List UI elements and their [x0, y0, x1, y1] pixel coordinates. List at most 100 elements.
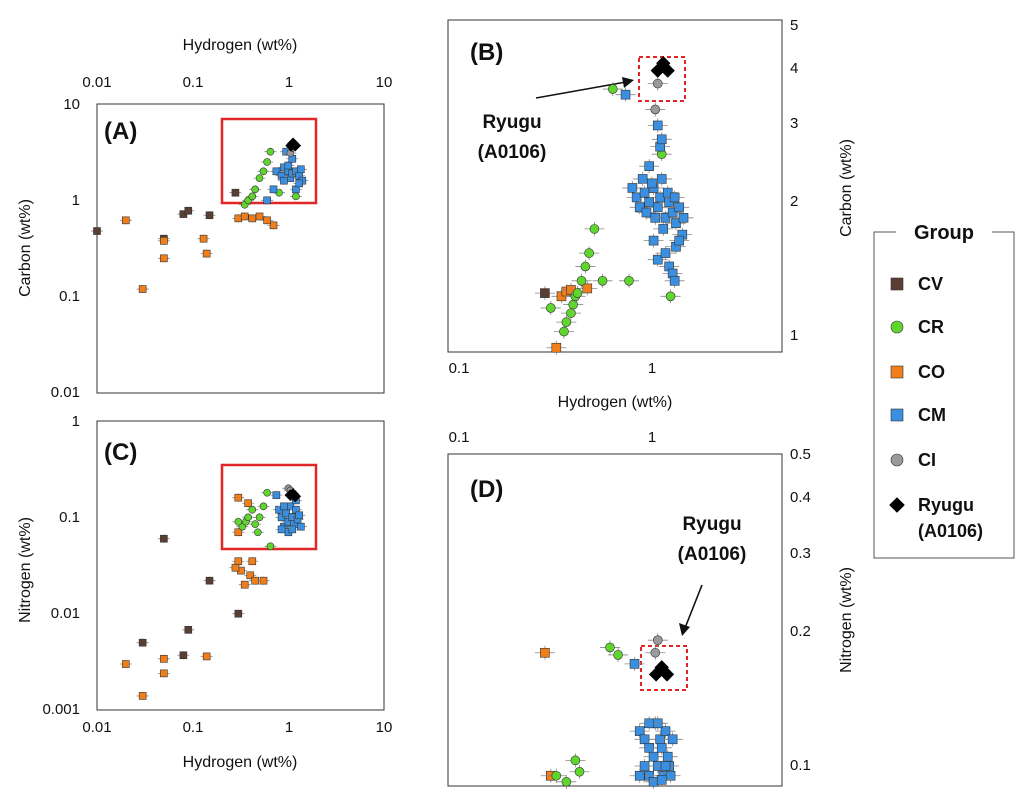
point-b-cm-14 — [660, 213, 671, 223]
ryugu-annotation-d: Ryugu — [682, 514, 741, 535]
y-tick-b-4: 5 — [790, 17, 798, 34]
point-b-cm-0 — [620, 89, 631, 100]
x-tick-a-2: 1 — [285, 74, 293, 91]
legend-label-ci: CI — [918, 450, 936, 470]
point-b-cm-7 — [644, 197, 655, 208]
panel-label-d: (D) — [470, 476, 503, 503]
point-a-co-8 — [248, 214, 257, 223]
y-tick-c-2: 0.1 — [59, 509, 80, 526]
point-c-cm-11 — [295, 511, 304, 520]
point-b-cm-4 — [637, 174, 648, 184]
y-tick-d-4: 0.5 — [790, 446, 811, 463]
point-d-ci-1 — [650, 647, 661, 658]
point-a-cm-14 — [280, 176, 288, 185]
point-c-cr-2 — [244, 513, 252, 522]
point-a-cr-7 — [266, 147, 275, 156]
point-a-co-10 — [269, 221, 278, 230]
point-c-co-2 — [160, 655, 168, 663]
point-d-cm-11 — [662, 751, 673, 762]
point-d-cm-15 — [639, 761, 650, 771]
point-b-cm-3 — [634, 202, 645, 213]
point-d-cm-0 — [629, 659, 640, 669]
point-d-cr-0 — [551, 770, 562, 781]
point-c-cr-4 — [251, 520, 259, 528]
legend-marker-ryugu — [889, 497, 905, 513]
legend-label-cv: CV — [918, 274, 943, 294]
legend-title: Group — [914, 222, 974, 244]
panel-label-b: (B) — [470, 39, 503, 66]
point-a-co-7 — [240, 212, 249, 221]
y-tick-b-1: 2 — [790, 193, 798, 210]
point-a-cm-9 — [284, 161, 293, 170]
point-b-cr-10 — [589, 224, 600, 234]
point-d-cr-4 — [605, 642, 615, 653]
point-b-cm-1 — [627, 183, 638, 193]
point-c-cm-0 — [272, 491, 281, 499]
point-b-cv-0 — [540, 288, 550, 298]
point-c-cm-15 — [288, 525, 297, 534]
point-b-cm-10 — [652, 202, 663, 213]
x-tick-a-0: 0.01 — [82, 74, 111, 91]
point-c-ryugu-2 — [289, 490, 302, 503]
points-b — [534, 56, 694, 355]
y-tick-d-2: 0.3 — [790, 545, 811, 562]
plot-frame-a — [96, 103, 385, 394]
legend: Group CV CR CO CM CI Ryugu (A0106) — [873, 218, 1015, 559]
y-tick-b-3: 4 — [790, 60, 798, 77]
point-d-ryugu-2 — [659, 667, 675, 682]
point-c-cv-3 — [184, 626, 193, 634]
point-c-co-0 — [121, 660, 130, 668]
point-a-co-6 — [234, 214, 243, 223]
x-axis-label-b: Hydrogen (wt%) — [558, 394, 673, 411]
point-c-cm-13 — [280, 502, 288, 511]
point-b-cr-4 — [568, 299, 578, 310]
y-tick-c-3: 1 — [72, 413, 80, 430]
point-a-cr-3 — [251, 185, 259, 194]
legend-marker-ci — [890, 453, 904, 467]
point-a-cm-0 — [272, 167, 281, 176]
point-b-cm-6 — [641, 207, 652, 218]
x-axis-label-a: Hydrogen (wt%) — [183, 37, 298, 54]
point-c-co-13 — [234, 528, 243, 537]
point-b-co-0 — [551, 342, 562, 353]
point-b-cm-18 — [669, 192, 680, 203]
point-d-cm-4 — [648, 751, 659, 762]
point-b-cm-20 — [674, 202, 685, 213]
y-tick-a-3: 10 — [63, 96, 80, 113]
point-a-co-5 — [202, 249, 211, 258]
point-a-cv-3 — [184, 206, 193, 215]
points-d — [534, 633, 683, 789]
point-d-cr-1 — [561, 777, 572, 787]
point-d-cm-21 — [644, 718, 655, 729]
y-axis-label-b: Carbon (wt%) — [838, 139, 855, 237]
point-b-ryugu-2 — [660, 63, 675, 78]
panel-label-c: (C) — [104, 439, 137, 466]
x-tick-c-0: 0.01 — [82, 719, 111, 736]
ryugu-annotation-b: Ryugu — [482, 112, 541, 133]
y-tick-d-0: 0.1 — [790, 757, 811, 774]
y-tick-b-2: 3 — [790, 115, 798, 132]
point-c-cr-10 — [254, 528, 262, 537]
point-b-cr-3 — [566, 308, 576, 318]
points-a — [91, 137, 309, 294]
point-b-cr-6 — [572, 288, 583, 298]
legend-label-ryugu: Ryugu — [918, 495, 974, 515]
legend-items: CV CR CO CM CI Ryugu (A0106) — [889, 274, 983, 541]
panel-a: (A) Hydrogen (wt%) Carbon (wt%) 0.01 0.1… — [17, 37, 392, 401]
x-tick-c-2: 1 — [285, 719, 293, 736]
point-b-cr-9 — [584, 248, 594, 258]
point-a-cr-2 — [248, 192, 257, 201]
point-c-co-5 — [234, 557, 243, 566]
point-b-cr-0 — [545, 303, 556, 313]
point-d-cm-1 — [634, 726, 645, 736]
point-b-cm-33 — [652, 120, 663, 131]
plot-frame-b — [447, 19, 783, 353]
y-tick-a-1: 0.1 — [59, 288, 80, 305]
point-b-cm-22 — [678, 213, 689, 223]
point-b-cm-30 — [674, 235, 685, 246]
point-b-cr-7 — [576, 276, 587, 286]
point-a-cr-5 — [259, 167, 268, 176]
point-c-cm-17 — [277, 525, 286, 534]
point-b-cr-1 — [559, 326, 569, 337]
